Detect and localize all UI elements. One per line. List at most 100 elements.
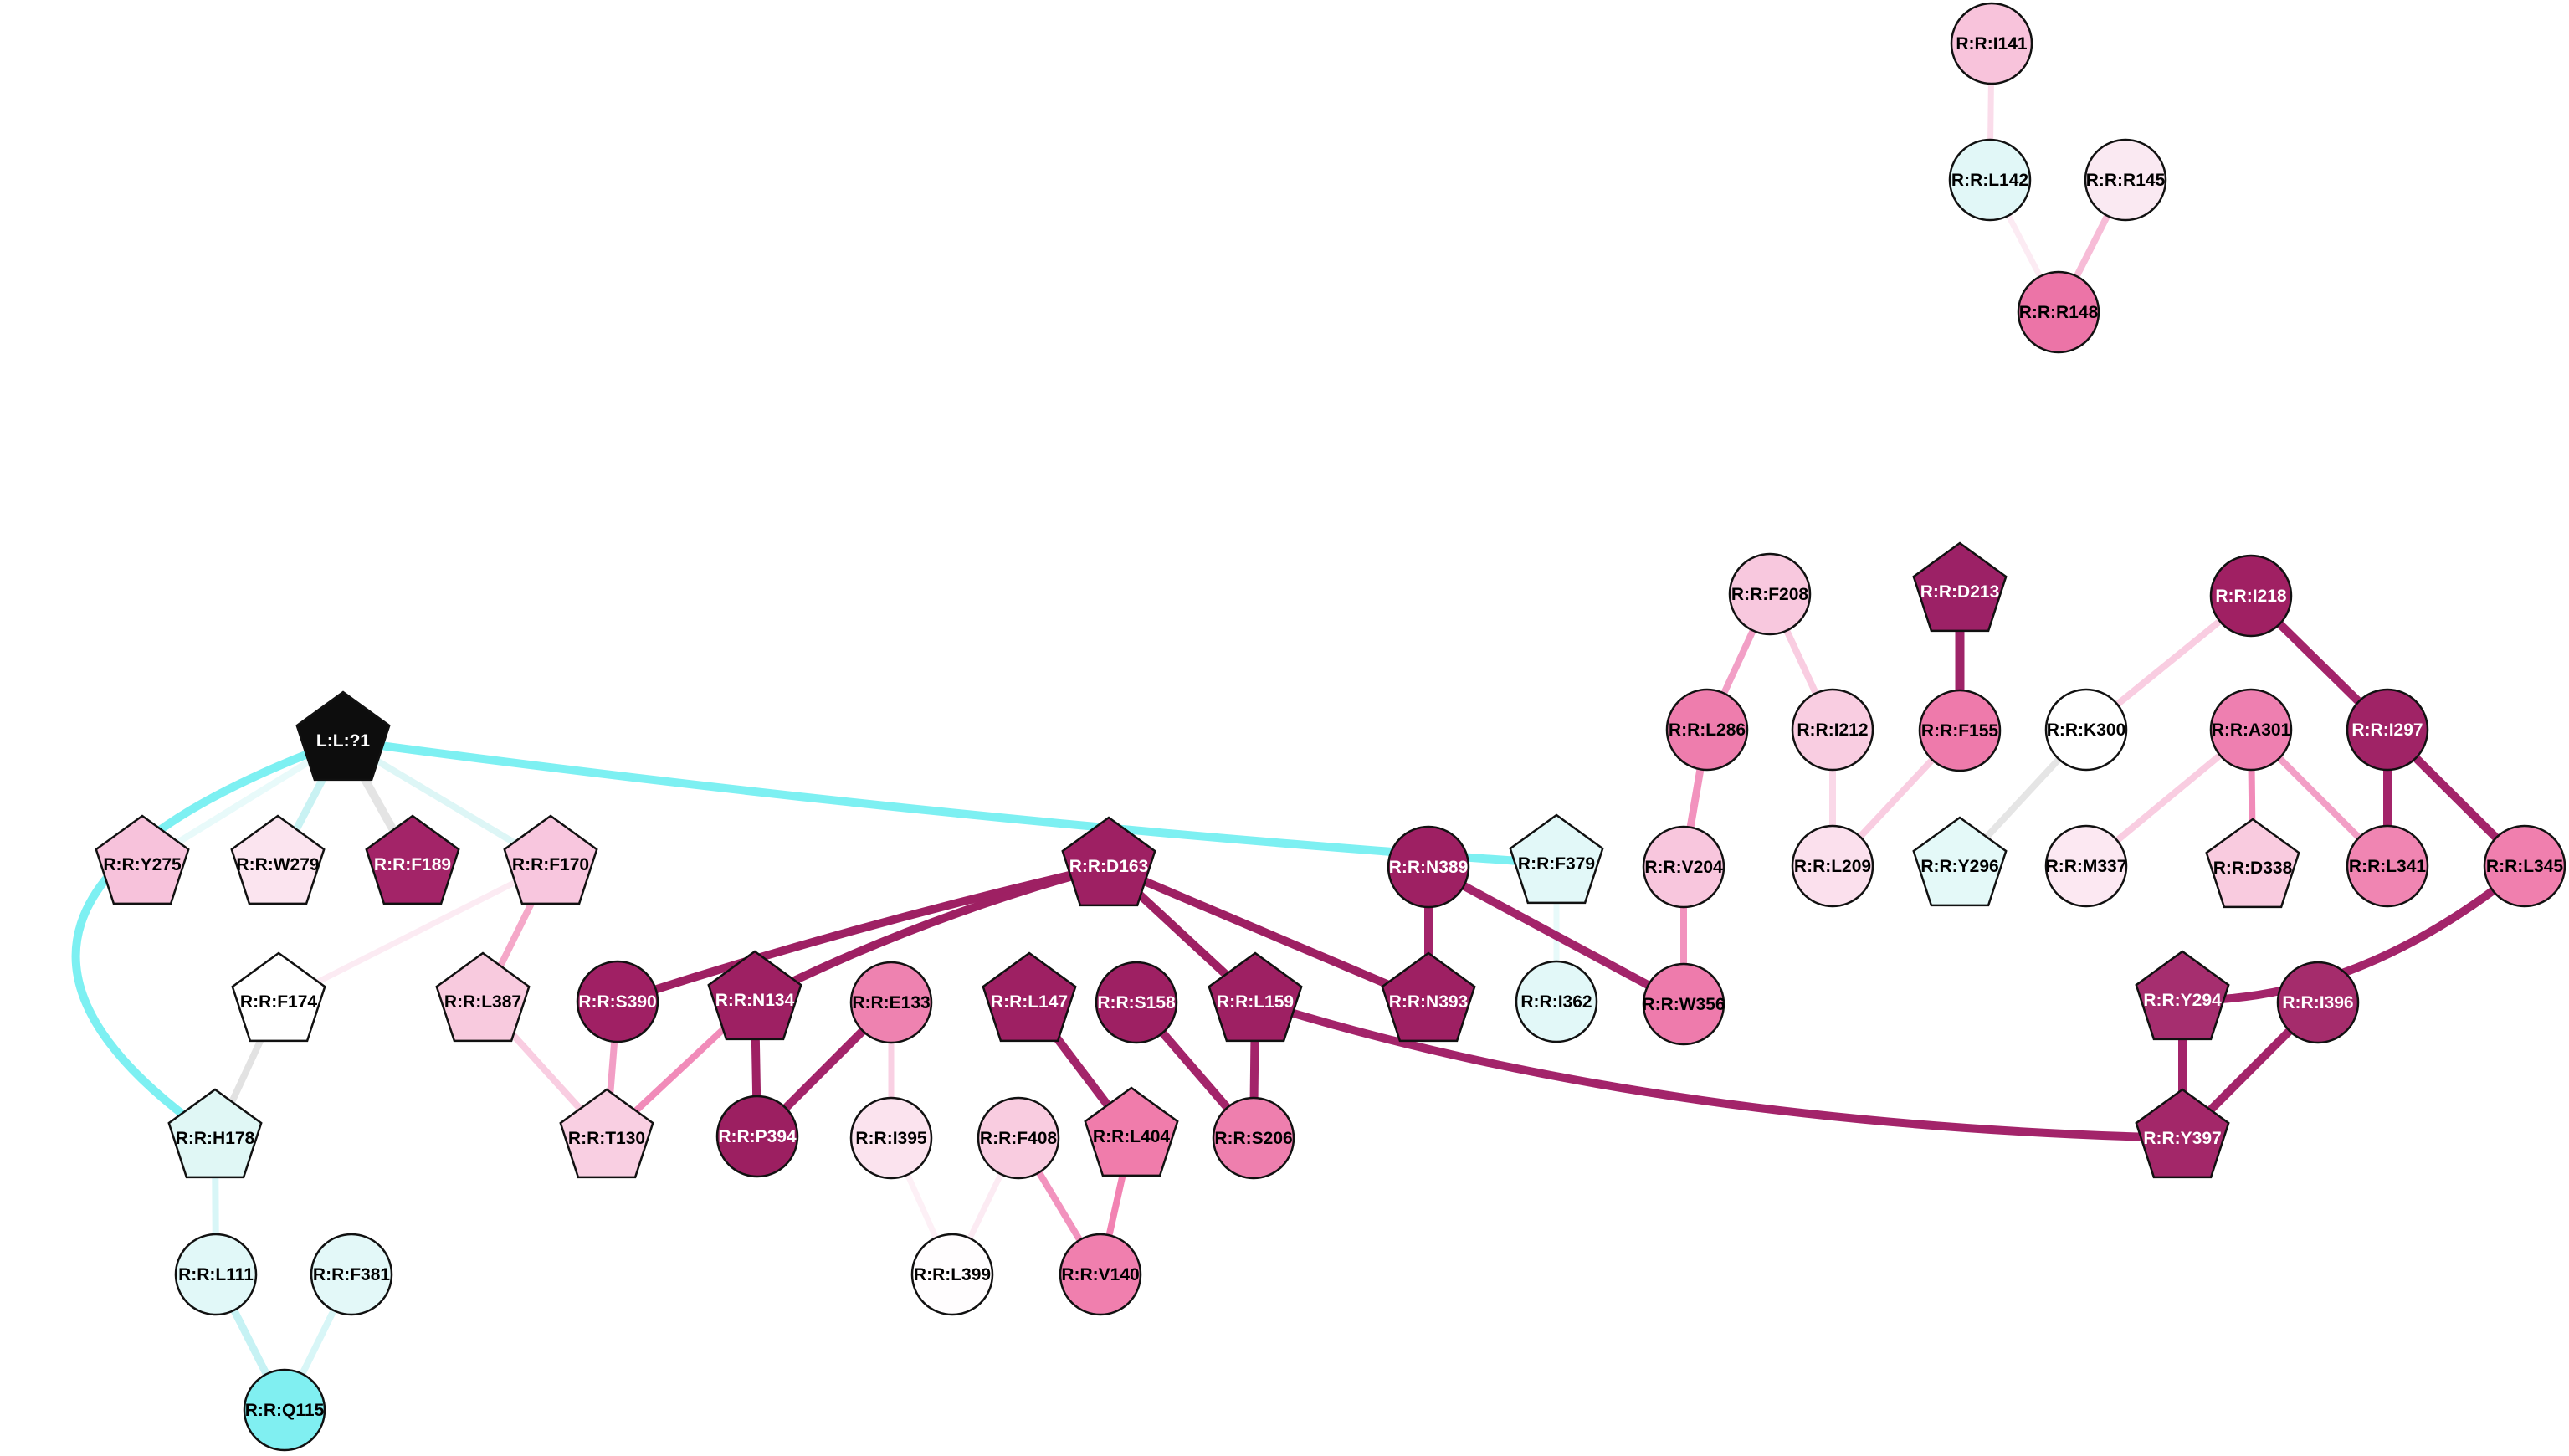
node-r-r-l387[interactable]: R:R:L387	[435, 951, 531, 1043]
pentagon-node-shape[interactable]	[2205, 818, 2300, 909]
pentagon-node-shape[interactable]	[1208, 951, 1303, 1043]
circle-node-shape[interactable]	[715, 1095, 799, 1178]
pentagon-node-shape[interactable]	[435, 951, 531, 1043]
pentagon-node-shape[interactable]	[1381, 951, 1476, 1043]
circle-node-shape[interactable]	[2017, 270, 2100, 354]
node-r-r-d338[interactable]: R:R:D338	[2205, 818, 2300, 909]
node-r-r-l209[interactable]: R:R:L209	[1791, 824, 1874, 908]
pentagon-node-shape[interactable]	[559, 1088, 654, 1179]
node-r-r-e133[interactable]: R:R:E133	[849, 961, 933, 1044]
pentagon-node-shape[interactable]	[1509, 813, 1604, 905]
node-r-r-q115[interactable]: R:R:Q115	[243, 1368, 326, 1452]
circle-node-shape[interactable]	[2209, 688, 2293, 772]
circle-node-shape[interactable]	[849, 961, 933, 1044]
circle-node-shape[interactable]	[2084, 138, 2167, 222]
circle-node-shape[interactable]	[243, 1368, 326, 1452]
circle-node-shape[interactable]	[1515, 960, 1598, 1043]
node-r-r-d213[interactable]: R:R:D213	[1912, 541, 2008, 633]
node-r-r-k300[interactable]: R:R:K300	[2044, 688, 2128, 772]
circle-node-shape[interactable]	[576, 960, 659, 1043]
node-r-r-l147[interactable]: R:R:L147	[982, 951, 1077, 1043]
circle-node-shape[interactable]	[1059, 1233, 1142, 1316]
node-r-r-r145[interactable]: R:R:R145	[2084, 138, 2167, 222]
node-r-r-l399[interactable]: R:R:L399	[910, 1233, 994, 1316]
node-r-r-v140[interactable]: R:R:V140	[1059, 1233, 1142, 1316]
node-r-r-f155[interactable]: R:R:F155	[1918, 689, 2002, 772]
node-l-l-1[interactable]: L:L:?1	[295, 690, 391, 782]
pentagon-node-shape[interactable]	[95, 814, 190, 905]
circle-node-shape[interactable]	[174, 1233, 258, 1316]
circle-node-shape[interactable]	[1095, 961, 1178, 1044]
node-r-r-y275[interactable]: R:R:Y275	[95, 814, 190, 905]
node-r-r-l345[interactable]: R:R:L345	[2483, 824, 2566, 908]
circle-node-shape[interactable]	[1950, 2, 2033, 85]
node-r-r-l341[interactable]: R:R:L341	[2346, 824, 2429, 908]
node-r-r-i141[interactable]: R:R:I141	[1950, 2, 2033, 85]
pentagon-node-shape[interactable]	[230, 814, 326, 905]
node-r-r-v204[interactable]: R:R:V204	[1642, 825, 1725, 909]
circle-node-shape[interactable]	[2276, 961, 2360, 1044]
node-r-r-f379[interactable]: R:R:F379	[1509, 813, 1604, 905]
circle-node-shape[interactable]	[977, 1096, 1060, 1180]
pentagon-node-shape[interactable]	[295, 690, 391, 782]
pentagon-node-shape[interactable]	[2135, 950, 2230, 1041]
node-r-r-w279[interactable]: R:R:W279	[230, 814, 326, 905]
circle-node-shape[interactable]	[2044, 824, 2128, 908]
node-r-r-f170[interactable]: R:R:F170	[503, 814, 598, 905]
node-r-r-s206[interactable]: R:R:S206	[1212, 1096, 1295, 1180]
pentagon-node-shape[interactable]	[503, 814, 598, 905]
pentagon-node-shape[interactable]	[982, 951, 1077, 1043]
node-r-r-f174[interactable]: R:R:F174	[231, 951, 326, 1043]
pentagon-node-shape[interactable]	[365, 814, 460, 905]
circle-node-shape[interactable]	[1212, 1096, 1295, 1180]
node-r-r-l404[interactable]: R:R:L404	[1084, 1086, 1179, 1177]
node-r-r-r148[interactable]: R:R:R148	[2017, 270, 2100, 354]
circle-node-shape[interactable]	[2209, 554, 2293, 638]
node-r-r-l111[interactable]: R:R:L111	[174, 1233, 258, 1316]
pentagon-node-shape[interactable]	[231, 951, 326, 1043]
node-r-r-i396[interactable]: R:R:I396	[2276, 961, 2360, 1044]
circle-node-shape[interactable]	[2346, 824, 2429, 908]
node-r-r-i362[interactable]: R:R:I362	[1515, 960, 1598, 1043]
circle-node-shape[interactable]	[1665, 688, 1749, 772]
node-r-r-h178[interactable]: R:R:H178	[167, 1088, 263, 1179]
node-r-r-f381[interactable]: R:R:F381	[310, 1233, 393, 1316]
node-r-r-f408[interactable]: R:R:F408	[977, 1096, 1060, 1180]
pentagon-node-shape[interactable]	[1912, 541, 2008, 633]
circle-node-shape[interactable]	[2044, 688, 2128, 772]
pentagon-node-shape[interactable]	[1084, 1086, 1179, 1177]
circle-node-shape[interactable]	[1948, 138, 2032, 222]
circle-node-shape[interactable]	[1728, 552, 1812, 636]
pentagon-node-shape[interactable]	[707, 950, 802, 1041]
node-r-r-i218[interactable]: R:R:I218	[2209, 554, 2293, 638]
circle-node-shape[interactable]	[1642, 825, 1725, 909]
node-r-r-m337[interactable]: R:R:M337	[2044, 824, 2128, 908]
pentagon-node-shape[interactable]	[1912, 816, 2008, 907]
circle-node-shape[interactable]	[1642, 962, 1725, 1046]
node-r-r-w356[interactable]: R:R:W356	[1642, 962, 1725, 1046]
circle-node-shape[interactable]	[2346, 688, 2429, 772]
circle-node-shape[interactable]	[2483, 824, 2566, 908]
node-r-r-n389[interactable]: R:R:N389	[1387, 825, 1470, 909]
pentagon-node-shape[interactable]	[167, 1088, 263, 1179]
circle-node-shape[interactable]	[1918, 689, 2002, 772]
node-r-r-n393[interactable]: R:R:N393	[1381, 951, 1476, 1043]
node-r-r-s158[interactable]: R:R:S158	[1095, 961, 1178, 1044]
circle-node-shape[interactable]	[1387, 825, 1470, 909]
node-r-r-l286[interactable]: R:R:L286	[1665, 688, 1749, 772]
node-r-r-p394[interactable]: R:R:P394	[715, 1095, 799, 1178]
node-r-r-i395[interactable]: R:R:I395	[849, 1096, 933, 1180]
pentagon-node-shape[interactable]	[2135, 1088, 2230, 1179]
node-r-r-i297[interactable]: R:R:I297	[2346, 688, 2429, 772]
node-r-r-i212[interactable]: R:R:I212	[1791, 688, 1874, 772]
node-r-r-f189[interactable]: R:R:F189	[365, 814, 460, 905]
pentagon-node-shape[interactable]	[1061, 816, 1156, 907]
circle-node-shape[interactable]	[310, 1233, 393, 1316]
node-r-r-f208[interactable]: R:R:F208	[1728, 552, 1812, 636]
circle-node-shape[interactable]	[910, 1233, 994, 1316]
node-r-r-a301[interactable]: R:R:A301	[2209, 688, 2293, 772]
node-r-r-y294[interactable]: R:R:Y294	[2135, 950, 2230, 1041]
circle-node-shape[interactable]	[1791, 688, 1874, 772]
circle-node-shape[interactable]	[849, 1096, 933, 1180]
